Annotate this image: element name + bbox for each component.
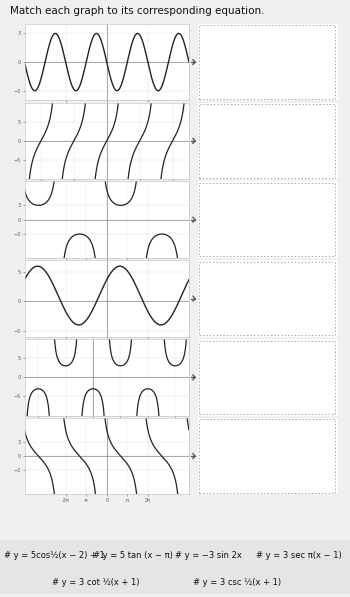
Text: Match each graph to its corresponding equation.: Match each graph to its corresponding eq… <box>10 6 265 16</box>
Text: # y = 5cos½(x − 2) + 1: # y = 5cos½(x − 2) + 1 <box>4 551 104 560</box>
Text: # y = −3 sin 2x: # y = −3 sin 2x <box>175 551 242 560</box>
Text: # y = 5 tan (x − π): # y = 5 tan (x − π) <box>93 551 173 560</box>
Text: # y = 3 csc ½(x + 1): # y = 3 csc ½(x + 1) <box>193 578 281 587</box>
Text: # y = 3 sec π(x − 1): # y = 3 sec π(x − 1) <box>256 551 341 560</box>
Text: # y = 3 cot ½(x + 1): # y = 3 cot ½(x + 1) <box>52 578 140 587</box>
